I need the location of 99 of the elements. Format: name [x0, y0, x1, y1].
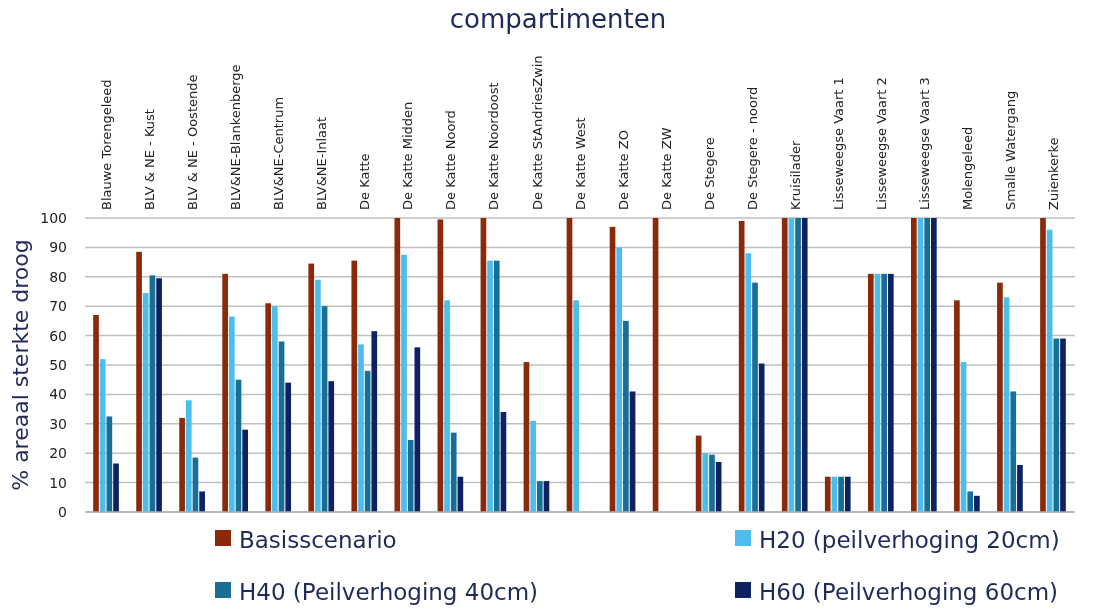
bar	[272, 306, 278, 512]
bar	[156, 278, 162, 512]
y-tick-label: 10	[49, 474, 67, 491]
chart-title: compartimenten	[449, 4, 667, 34]
x-tick-label: De Katte West	[572, 117, 588, 210]
x-tick-label: Lisseweegse Vaart 1	[830, 77, 846, 210]
bar	[974, 495, 980, 512]
bar	[185, 400, 192, 512]
bar	[315, 279, 321, 512]
bar	[493, 260, 500, 512]
bar	[536, 481, 543, 512]
bar	[616, 247, 623, 512]
x-tick-label: De Katte Midden	[400, 101, 416, 210]
bar	[328, 381, 335, 512]
bar	[358, 344, 364, 512]
x-tick-label: Smalle Watergang	[1002, 90, 1018, 210]
bar	[242, 429, 248, 512]
bar	[924, 218, 931, 512]
bar	[113, 463, 119, 512]
y-tick-label: 90	[49, 239, 67, 256]
y-axis-title: % areaal sterkte droog	[8, 239, 33, 491]
legend-label: Basisscenario	[239, 527, 397, 553]
bar	[702, 453, 709, 512]
bar	[530, 420, 536, 512]
bar	[444, 300, 450, 512]
bar	[997, 282, 1003, 512]
bar	[179, 417, 185, 512]
x-tick-label: BLV & NE - Kust	[142, 109, 158, 210]
bar	[450, 432, 457, 512]
bar	[414, 347, 421, 512]
bar	[738, 220, 745, 512]
x-tick-label: Molengeleed	[959, 126, 975, 210]
bar	[1060, 338, 1066, 512]
y-tick-label: 40	[49, 386, 67, 403]
x-tick-label: De Stegere	[701, 137, 717, 210]
bar	[1040, 218, 1046, 512]
bar	[351, 260, 358, 512]
bar	[573, 300, 579, 512]
y-tick-label: 50	[49, 356, 67, 373]
bar	[838, 476, 844, 512]
bar	[801, 218, 808, 512]
y-tick-label: 70	[49, 298, 67, 315]
bar	[285, 382, 292, 512]
bar	[709, 454, 715, 512]
x-tick-label: De Katte Noord	[443, 110, 459, 210]
bar	[967, 491, 974, 512]
bar	[867, 273, 874, 512]
bar	[1017, 464, 1023, 512]
bar	[401, 254, 407, 512]
bar	[887, 273, 894, 512]
bar	[758, 363, 765, 512]
legend-label: H40 (Peilverhoging 40cm)	[239, 579, 539, 605]
x-tick-label: BLV & NE - Oostende	[185, 74, 201, 210]
x-tick-label: Lisseweegse Vaart 2	[873, 77, 889, 210]
x-tick-label: BLV&NE-Centrum	[271, 96, 287, 210]
bar	[136, 251, 142, 512]
x-tick-label: Blauwe Torengeleed	[99, 79, 115, 210]
bar	[228, 316, 235, 512]
x-tick-label: Lisseweegse Vaart 3	[916, 77, 932, 210]
bar	[881, 273, 887, 512]
bar	[1010, 391, 1017, 512]
bar	[308, 263, 315, 512]
y-tick-label: 30	[49, 415, 67, 432]
bar	[824, 476, 831, 512]
bar	[781, 218, 788, 512]
bar	[142, 292, 149, 512]
x-tick-label: De Stegere - noord	[744, 86, 760, 210]
x-tick-label: Kruisilader	[787, 140, 803, 210]
y-tick-label: 20	[49, 445, 67, 462]
bar	[844, 476, 851, 512]
bar	[1053, 338, 1060, 512]
y-tick-label: 100	[40, 209, 67, 226]
x-tick-label: BLV&NE-Blankenberge	[228, 64, 244, 210]
bar	[222, 273, 228, 512]
bar	[93, 315, 99, 512]
x-tick-label: Zuienkerke	[1046, 137, 1062, 210]
x-tick-label: De Katte ZW	[658, 127, 674, 210]
bar	[265, 303, 272, 512]
x-tick-label: De Katte Noordoost	[486, 82, 502, 210]
y-tick-label: 0	[58, 503, 67, 520]
legend-label: H20 (peilverhoging 20cm)	[759, 527, 1060, 553]
bar	[371, 331, 378, 512]
bar	[199, 491, 205, 512]
bar	[394, 218, 401, 512]
bar	[795, 218, 801, 512]
x-tick-label: BLV&NE-Inlaat	[314, 116, 330, 210]
bar	[623, 320, 629, 512]
bar	[911, 218, 917, 512]
x-tick-label: De Katte StAndriesZwin	[529, 55, 545, 210]
x-tick-label: De Katte	[357, 153, 373, 210]
y-tick-label: 60	[49, 327, 67, 344]
bar	[752, 282, 758, 512]
x-tick-label: De Katte ZO	[615, 130, 631, 210]
bar	[954, 300, 960, 512]
bar	[99, 359, 106, 512]
legend-label: H60 (Peilverhoging 60cm)	[759, 579, 1059, 605]
y-tick-label: 80	[49, 268, 67, 285]
bar	[931, 218, 937, 512]
bar	[487, 260, 493, 512]
